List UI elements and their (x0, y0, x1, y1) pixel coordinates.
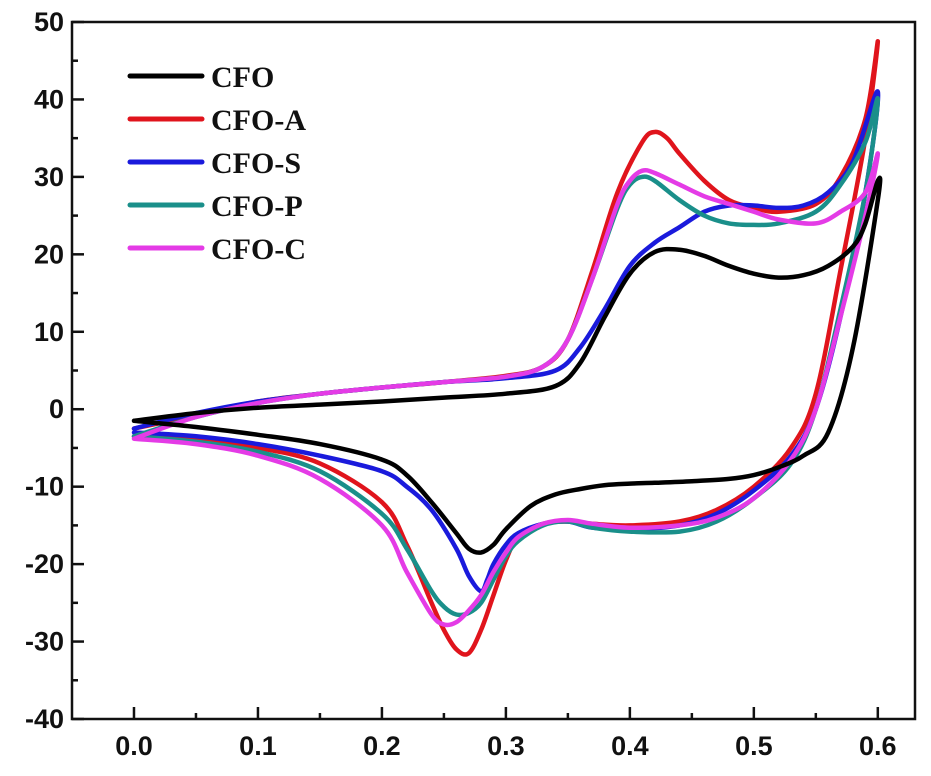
legend: CFO CFO-A CFO-S CFO-P CFO-C (127, 61, 306, 266)
legend-label-cfo-p: CFO-P (211, 190, 303, 223)
plot-frame (70, 20, 917, 721)
y-tick-label: 20 (34, 239, 64, 269)
y-tick-label: 30 (34, 162, 64, 192)
x-tick-label: 0.6 (859, 731, 897, 761)
y-axis: -40 -30 -20 -10 0 10 20 30 40 50 (25, 7, 84, 734)
x-tick-label: 0.0 (115, 731, 153, 761)
series-line-cfo (131, 175, 883, 555)
y-tick-label: 50 (34, 7, 64, 37)
y-tick-label: -40 (25, 704, 64, 734)
y-tick-label: 10 (34, 317, 64, 347)
legend-label-cfo-s: CFO-S (211, 147, 301, 180)
y-tick-label: -30 (25, 627, 64, 657)
x-tick-label: 0.5 (735, 731, 773, 761)
x-tick-label: 0.2 (363, 731, 401, 761)
series-line-cfo-c (131, 151, 881, 628)
y-tick-label: 0 (49, 394, 64, 424)
legend-label-cfo-c: CFO-C (211, 233, 306, 266)
x-tick-label: 0.1 (239, 731, 277, 761)
x-axis: 0.0 0.1 0.2 0.3 0.4 0.5 0.6 (115, 707, 897, 761)
series-layer (131, 39, 883, 657)
legend-label-cfo: CFO (211, 61, 274, 94)
y-tick-label: 40 (34, 84, 64, 114)
x-tick-label: 0.3 (487, 731, 525, 761)
y-tick-label: -20 (25, 549, 64, 579)
x-tick-label: 0.4 (611, 731, 649, 761)
legend-label-cfo-a: CFO-A (211, 104, 306, 137)
y-tick-label: -10 (25, 472, 64, 502)
